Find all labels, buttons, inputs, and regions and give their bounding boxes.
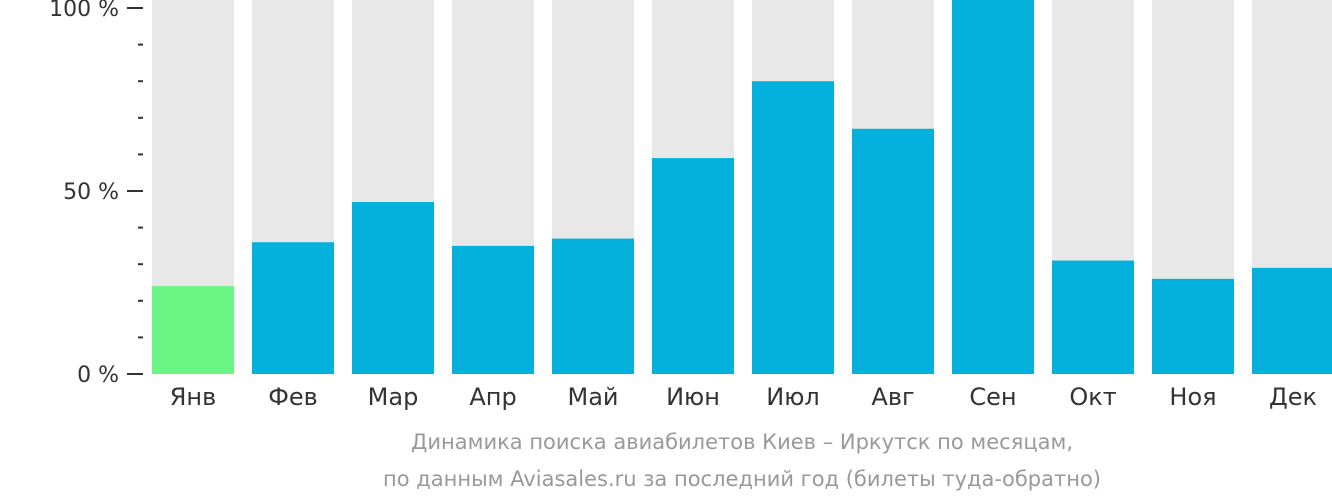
bar-9[interactable] bbox=[952, 0, 1034, 374]
y-tick-label: 0 % bbox=[77, 363, 119, 388]
x-tick-label: Сен bbox=[969, 383, 1016, 411]
x-tick-label: Дек bbox=[1269, 383, 1317, 411]
bar-10[interactable] bbox=[1052, 260, 1134, 374]
bar-11[interactable] bbox=[1152, 278, 1234, 374]
x-axis-labels: Янв Фев Мар Апр Май Июн Июл Авг Сен Окт Ноя Дек bbox=[170, 383, 1317, 411]
x-tick-label: Апр bbox=[469, 383, 516, 411]
x-tick-label: Авг bbox=[871, 383, 914, 411]
bar-12[interactable] bbox=[1252, 267, 1332, 374]
x-tick-label: Ноя bbox=[1169, 383, 1216, 411]
bar-8[interactable] bbox=[852, 128, 934, 374]
y-tick-label: 100 % bbox=[49, 0, 119, 22]
bar-5[interactable] bbox=[552, 238, 634, 374]
x-tick-label: Июл bbox=[766, 383, 820, 411]
bar-chart: 0 % 50 % 100 % Янв Фев Мар Апр Май Июн Июл Авг Сен… bbox=[49, 0, 1332, 411]
x-tick-label: Окт bbox=[1069, 383, 1116, 411]
bar-2[interactable] bbox=[252, 242, 334, 374]
chart-caption-line-1: Динамика поиска авиабилетов Киев – Иркут… bbox=[410, 430, 1074, 454]
y-tick-label: 50 % bbox=[63, 180, 119, 205]
bar-7[interactable] bbox=[752, 81, 834, 374]
bars bbox=[152, 0, 1332, 374]
bar-6[interactable] bbox=[652, 158, 734, 374]
x-tick-label: Янв bbox=[170, 383, 217, 411]
bar-4[interactable] bbox=[452, 245, 534, 374]
x-tick-label: Фев bbox=[268, 383, 318, 411]
chart-caption-line-2: по данным Aviasales.ru за последний год … bbox=[383, 467, 1101, 491]
bar-3[interactable] bbox=[352, 201, 434, 374]
x-tick-label: Июн bbox=[666, 383, 720, 411]
y-axis: 0 % 50 % 100 % bbox=[49, 0, 143, 388]
x-tick-label: Мар bbox=[368, 383, 419, 411]
x-tick-label: Май bbox=[567, 383, 618, 411]
bar-1[interactable] bbox=[152, 286, 234, 374]
